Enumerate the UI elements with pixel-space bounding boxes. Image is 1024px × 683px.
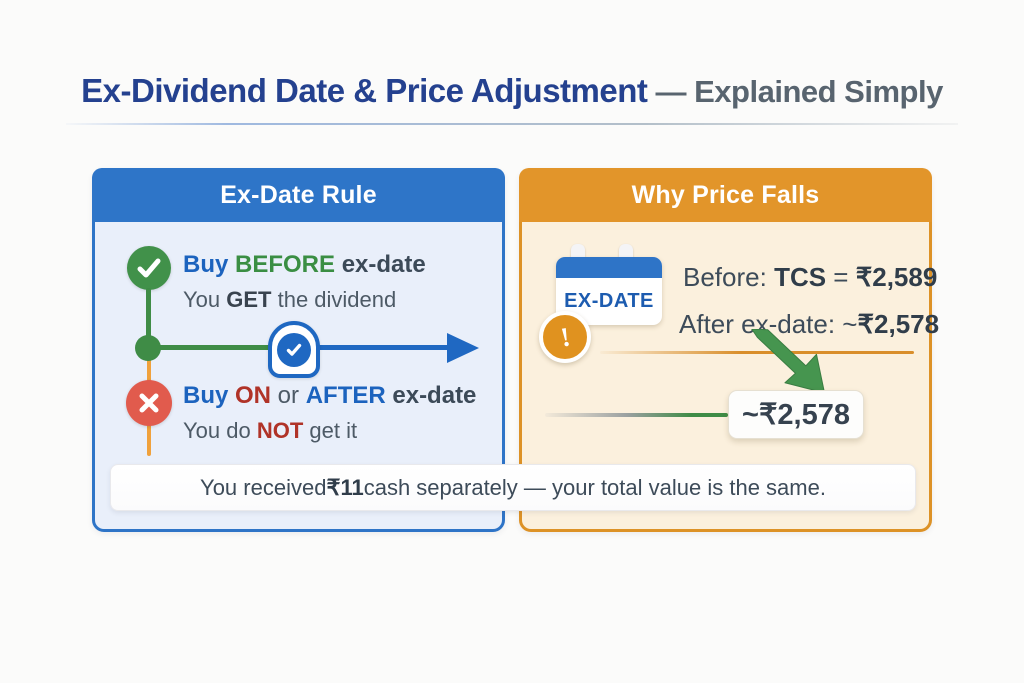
- timeline-blue-horizontal-line: [317, 345, 451, 350]
- text-segment: AFTER: [305, 382, 386, 409]
- text-segment: Buy: [183, 382, 236, 409]
- text-segment: BEFORE: [235, 251, 336, 278]
- text-segment: Before:: [683, 262, 775, 292]
- checkmark-glyph: [137, 258, 161, 278]
- text-segment: You received: [200, 474, 327, 500]
- badge-checkmark-glyph: [286, 343, 302, 356]
- text-segment: cash separately — your total value is th…: [363, 474, 826, 500]
- ex-date-badge-icon: [268, 321, 320, 378]
- x-circle-icon: [126, 380, 172, 426]
- text-segment: get it: [303, 418, 358, 443]
- text-segment: the dividend: [271, 287, 397, 312]
- timeline-green-horizontal-line: [155, 345, 271, 350]
- badge-check-circle: [277, 332, 311, 367]
- text-segment: =: [826, 262, 856, 292]
- exclamation-glyph: !: [557, 320, 572, 353]
- text-segment: ON: [235, 382, 272, 409]
- text-segment: You: [183, 287, 227, 312]
- rule-buy-after-line1: Buy ON or AFTER ex-date: [183, 382, 476, 410]
- calendar-icon: EX-DATE: [556, 257, 662, 325]
- text-segment: ex-date: [385, 382, 477, 409]
- timeline-arrowhead-icon: [447, 333, 479, 363]
- timeline-dot: [135, 335, 161, 361]
- text-segment: You do: [183, 418, 257, 443]
- text-segment: GET: [226, 287, 272, 312]
- text-segment: or: [271, 382, 306, 409]
- price-level-before-line: [600, 351, 914, 354]
- panel-why-price-falls-title: Why Price Falls: [519, 168, 932, 222]
- adjusted-price-box: ~₹2,578: [728, 390, 864, 439]
- text-segment: ₹2,589: [855, 262, 938, 292]
- page-title-sub: — Explained Simply: [647, 74, 944, 109]
- price-before-line: Before: TCS = ₹2,589: [683, 262, 937, 293]
- calendar-label: EX-DATE: [564, 290, 654, 312]
- timeline-green-vertical-line: [146, 288, 151, 340]
- title-divider: [66, 123, 958, 125]
- panel-ex-date-rule-title: Ex-Date Rule: [92, 168, 505, 222]
- calendar-header-band: [556, 257, 662, 278]
- text-segment: ₹2,578: [857, 309, 940, 339]
- x-glyph: [139, 393, 159, 413]
- alert-badge-icon: !: [539, 311, 591, 363]
- page-title-main: Ex-Dividend Date & Price Adjustment: [81, 72, 648, 109]
- price-level-after-line: [545, 413, 728, 417]
- check-circle-icon: [127, 246, 171, 290]
- rule-buy-before-line1: Buy BEFORE ex-date: [183, 251, 426, 279]
- text-segment: TCS: [774, 262, 827, 292]
- text-segment: Buy: [183, 251, 236, 278]
- page-title: Ex-Dividend Date & Price Adjustment — Ex…: [0, 72, 1024, 110]
- summary-banner: You received ₹11 cash separately — your …: [110, 464, 916, 511]
- rule-buy-before-line2: You GET the dividend: [183, 287, 396, 313]
- rule-buy-after-line2: You do NOT get it: [183, 418, 357, 444]
- text-segment: ex-date: [335, 251, 426, 278]
- text-segment: ₹11: [326, 474, 364, 500]
- price-drop-arrow-icon: [751, 329, 825, 394]
- text-segment: NOT: [256, 418, 304, 443]
